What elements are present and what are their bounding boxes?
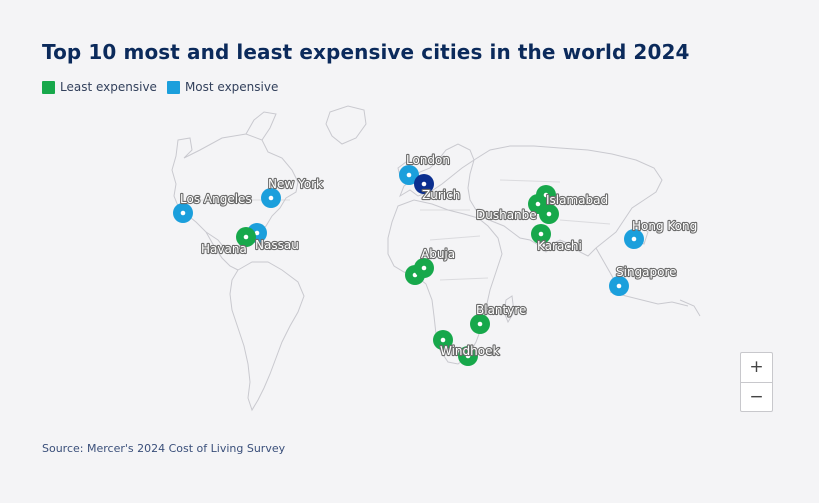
city-marker-hong-kong-center	[631, 236, 637, 242]
city-label-windhoek: Windhoek	[440, 344, 499, 358]
legend-swatch-most	[166, 80, 180, 94]
city-label-dushanbe: Dushanbe	[476, 208, 537, 222]
city-marker-abuja-center	[421, 265, 427, 271]
city-marker-zurich-center	[421, 181, 427, 187]
city-marker-london-center	[406, 172, 412, 178]
zoom-controls: + −	[740, 352, 773, 412]
city-label-new-york: New York	[268, 177, 323, 191]
city-marker-islamabad-cluster-center	[535, 201, 541, 207]
legend-label-least: Least expensive	[60, 80, 157, 94]
legend-swatch-least	[42, 80, 55, 94]
city-markers	[173, 165, 644, 366]
city-label-abuja: Abuja	[421, 247, 455, 261]
city-marker-nassau-center	[254, 230, 260, 236]
city-label-zurich: Zurich	[422, 188, 460, 202]
zoom-in-button[interactable]: +	[749, 357, 764, 378]
city-marker-havana-center	[243, 234, 249, 240]
legend: Least expensive Most expensive	[42, 80, 278, 94]
city-label-karachi: Karachi	[537, 239, 582, 253]
city-marker-islamabad-center	[543, 192, 549, 198]
legend-label-most: Most expensive	[184, 80, 279, 94]
city-marker-windhoek-center	[440, 337, 446, 343]
city-marker-new-york-center	[268, 195, 274, 201]
city-label-blantyre: Blantyre	[476, 303, 526, 317]
legend-item-most[interactable]: Most expensive	[166, 80, 279, 94]
city-marker-blantyre-center	[477, 321, 483, 327]
city-label-london: London	[406, 153, 450, 167]
source-note: Source: Mercer's 2024 Cost of Living Sur…	[42, 442, 286, 455]
city-label-singapore: Singapore	[616, 265, 677, 279]
city-label-nassau: Nassau	[255, 238, 299, 252]
coastlines	[171, 105, 701, 412]
city-labels: London Zurich New York Los Angeles Nassau Hon…	[179, 152, 698, 359]
zoom-out-button[interactable]: −	[741, 381, 772, 412]
city-label-hong-kong: Hong Kong	[632, 219, 697, 233]
city-marker-singapore-center	[616, 283, 622, 289]
city-marker-windhoek-cluster-center	[465, 353, 471, 359]
page-title: Top 10 most and least expensive cities i…	[42, 40, 690, 64]
city-marker-dushanbe-center	[546, 211, 552, 217]
city-marker-los-angeles-center	[180, 210, 186, 216]
city-marker-karachi-center	[538, 231, 544, 237]
legend-item-least[interactable]: Least expensive	[42, 80, 157, 94]
city-label-islamabad: Islamabad	[546, 193, 608, 207]
city-label-los-angeles: Los Angeles	[180, 192, 252, 206]
city-label-havana: Havana	[201, 242, 247, 256]
